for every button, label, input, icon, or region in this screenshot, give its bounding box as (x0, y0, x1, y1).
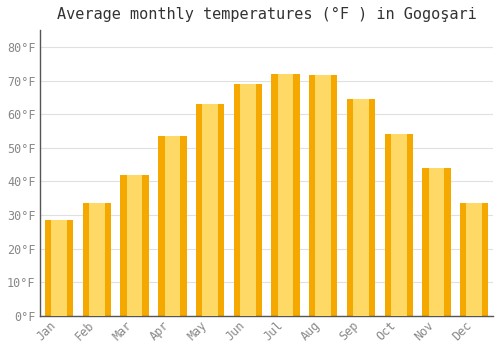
Bar (309, 76, 338, 316)
Bar (52, 220, 67, 316)
Bar (158, 136, 186, 316)
Bar (422, 168, 450, 316)
Bar (272, 74, 299, 316)
Bar (164, 136, 180, 316)
Bar (353, 99, 369, 316)
Bar (391, 134, 406, 316)
Title: Average monthly temperatures (°F ) in Gogoşari: Average monthly temperatures (°F ) in Go… (57, 7, 476, 22)
Bar (460, 203, 488, 316)
Bar (83, 203, 111, 316)
Bar (347, 99, 375, 316)
Bar (234, 84, 262, 316)
Bar (127, 175, 142, 316)
Bar (240, 84, 256, 316)
Bar (89, 203, 104, 316)
Bar (466, 203, 482, 316)
Bar (120, 175, 149, 316)
Bar (428, 168, 444, 316)
Bar (45, 220, 74, 316)
Bar (278, 74, 293, 316)
Bar (196, 104, 224, 316)
Bar (202, 104, 218, 316)
Bar (384, 134, 413, 316)
Bar (316, 76, 331, 316)
